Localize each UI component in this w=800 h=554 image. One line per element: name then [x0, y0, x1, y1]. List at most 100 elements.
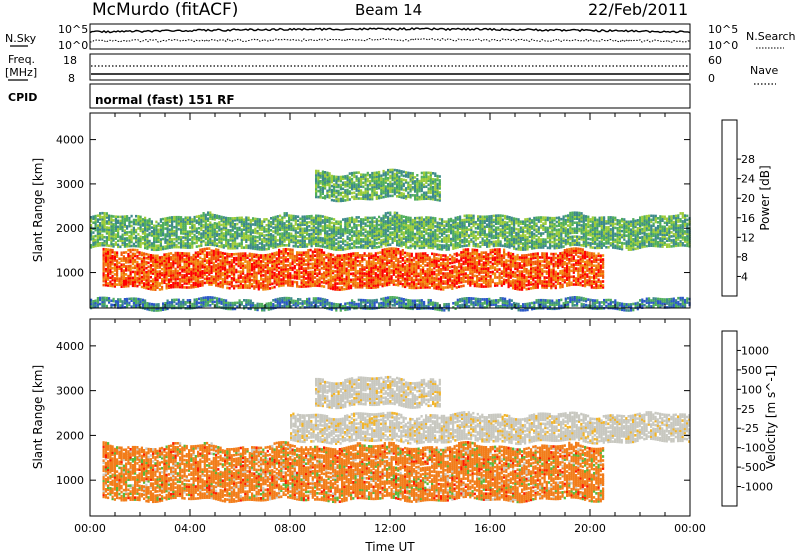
heatmap-cell [243, 305, 246, 308]
heatmap-cell [123, 229, 126, 232]
heatmap-cell [440, 262, 443, 265]
heatmap-cell [156, 276, 159, 279]
heatmap-cell [162, 302, 165, 305]
heatmap-cell [172, 277, 175, 281]
heatmap-cell [413, 256, 416, 260]
heatmap-cell [176, 271, 179, 275]
heatmap-cell [219, 283, 222, 286]
heatmap-cell [230, 263, 233, 266]
heatmap-cell [609, 298, 612, 302]
heatmap-cell [623, 302, 626, 306]
heatmap-cell [208, 283, 211, 286]
heatmap-cell [343, 277, 346, 281]
heatmap-cell [226, 268, 229, 272]
heatmap-cell [248, 272, 251, 276]
heatmap-cell [233, 256, 236, 260]
heatmap-cell [507, 271, 510, 275]
heatmap-cell [199, 252, 202, 256]
heatmap-cell [382, 305, 385, 308]
heatmap-cell [345, 267, 348, 271]
heatmap-cell [460, 277, 463, 280]
heatmap-cell [181, 286, 184, 289]
heatmap-cell [319, 297, 322, 301]
heatmap-cell [281, 300, 284, 304]
heatmap-cell [589, 304, 592, 308]
heatmap-cell [299, 302, 302, 305]
heatmap-cell [531, 305, 534, 309]
heatmap-cell [156, 270, 159, 273]
heatmap-cell [554, 256, 557, 260]
heatmap-cell [185, 260, 188, 263]
heatmap-cell [140, 271, 143, 275]
heatmap-cell [112, 243, 115, 246]
heatmap-cell [233, 264, 236, 268]
heatmap-cell [103, 235, 106, 239]
heatmap-cell [183, 252, 186, 255]
heatmap-cell [311, 270, 314, 274]
heatmap-cell [127, 248, 130, 252]
heatmap-cell [96, 299, 99, 302]
heatmap-cell [509, 280, 512, 283]
heatmap-cell [248, 260, 251, 264]
heatmap-cell [679, 296, 682, 300]
heatmap-cell [130, 297, 133, 300]
heatmap-cell [648, 301, 651, 304]
heatmap-cell [176, 283, 179, 287]
heatmap-cell [197, 281, 200, 284]
heatmap-cell [508, 302, 511, 306]
heatmap-cell [379, 255, 382, 258]
heatmap-cell [576, 304, 579, 307]
heatmap-cell [262, 264, 265, 267]
heatmap-cell [452, 302, 455, 305]
heatmap-cell [129, 278, 132, 282]
heatmap-cell [395, 283, 398, 287]
heatmap-cell [356, 281, 359, 285]
heatmap-cell [308, 299, 311, 303]
heatmap-cell [233, 286, 236, 290]
heatmap-cell [353, 301, 356, 304]
heatmap-cell [472, 303, 475, 306]
heatmap-cell [92, 231, 95, 234]
heatmap-cell [552, 282, 555, 286]
heatmap-cell [371, 303, 374, 306]
heatmap-cell [320, 280, 323, 284]
heatmap-cell [495, 301, 498, 304]
heatmap-cell [181, 266, 184, 269]
heatmap-cell [158, 264, 161, 267]
heatmap-cell [532, 274, 535, 278]
heatmap-cell [357, 302, 360, 306]
heatmap-cell [246, 270, 249, 273]
heatmap-cell [112, 223, 115, 226]
heatmap-cell [126, 231, 129, 234]
heatmap-cell [113, 279, 116, 282]
heatmap-cell [184, 301, 187, 304]
heatmap-cell [387, 298, 390, 301]
heatmap-cell [185, 258, 188, 261]
heatmap-cell [636, 301, 639, 305]
heatmap-cell [603, 300, 606, 304]
heatmap-cell [341, 254, 344, 257]
heatmap-cell [588, 267, 591, 271]
heatmap-cell [495, 299, 498, 302]
heatmap-cell [335, 305, 338, 308]
heatmap-cell [573, 300, 576, 303]
heatmap-cell [157, 305, 160, 308]
heatmap-cell [278, 266, 281, 270]
heatmap-cell [441, 308, 444, 312]
heatmap-cell [521, 270, 524, 273]
heatmap-cell [291, 274, 294, 278]
heatmap-cell [149, 272, 152, 275]
heatmap-cell [465, 303, 468, 306]
heatmap-cell [551, 303, 554, 307]
heatmap-cell [541, 268, 544, 271]
heatmap-cell [251, 254, 254, 258]
heatmap-cell [303, 306, 306, 309]
heatmap-cell [186, 299, 189, 302]
heatmap-cell [211, 300, 214, 303]
heatmap-cell [516, 273, 519, 277]
heatmap-cell [165, 276, 168, 280]
heatmap-cell [136, 270, 139, 274]
heatmap-cell [165, 255, 168, 258]
heatmap-cell [125, 267, 128, 270]
heatmap-cell [146, 307, 149, 311]
